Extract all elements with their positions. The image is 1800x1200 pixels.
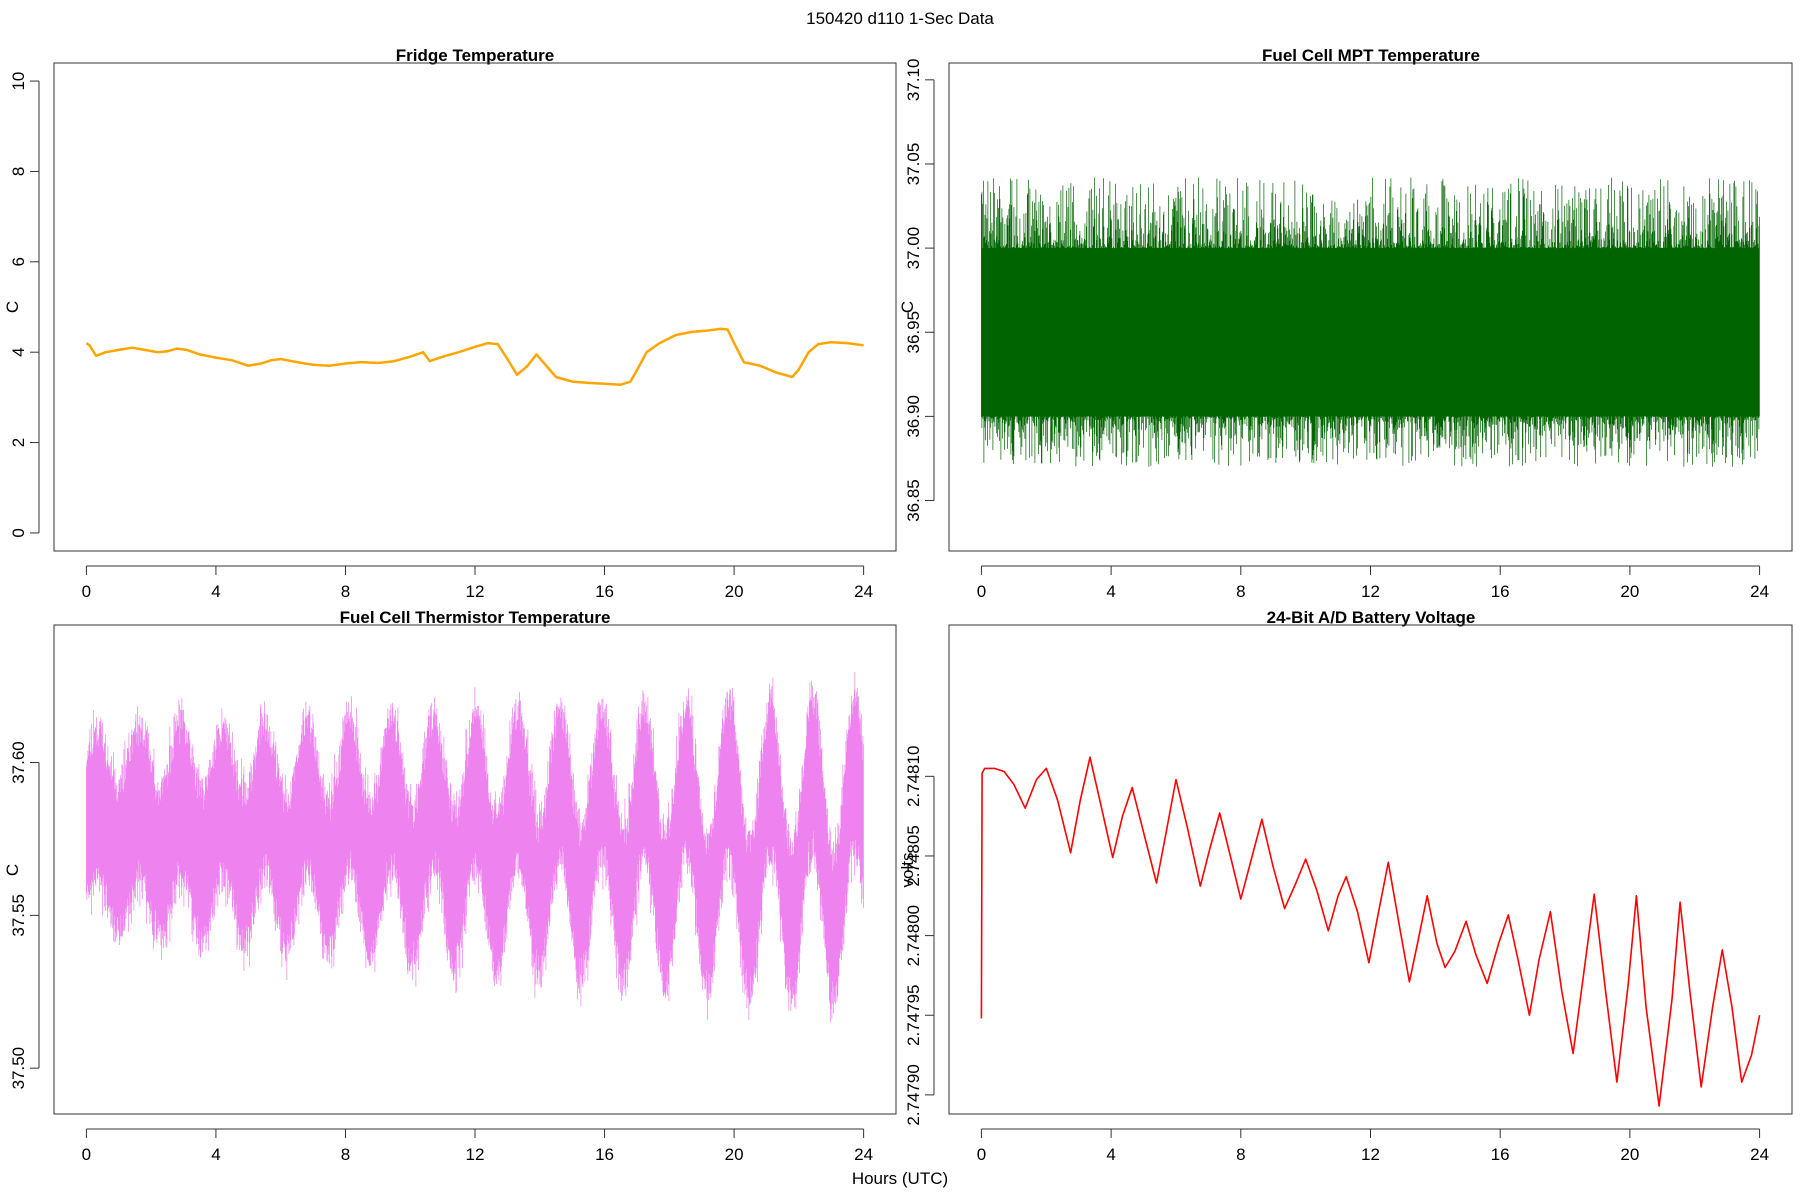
fridge-temperature-y-tick-label: 10 [9,72,28,91]
fuel-cell-thermistor-temperature-y-label: C [3,864,22,876]
battery-voltage-x-tick-label: 16 [1491,1145,1510,1164]
battery-voltage-x-tick-label: 4 [1106,1145,1115,1164]
fuel-cell-mpt-temperature-x-tick-label: 24 [1750,582,1769,601]
fridge-temperature-x-tick-label: 4 [211,582,220,601]
battery-voltage-y-label: volts [898,853,917,888]
fuel-cell-mpt-temperature-y-tick-label: 37.10 [904,59,923,102]
battery-voltage-y-tick-label: 2.74795 [904,985,923,1046]
fuel-cell-mpt-temperature-y-tick-label: 37.00 [904,227,923,270]
fuel-cell-thermistor-temperature-x-tick-label: 20 [725,1145,744,1164]
battery-voltage-y-tick-label: 2.74805 [904,825,923,886]
fridge-temperature-title: Fridge Temperature [396,46,554,65]
battery-voltage-panel: 24-Bit A/D Battery Voltage volts 0 4 8 12 16… [898,608,1793,1164]
figure-x-axis-label: Hours (UTC) [852,1169,948,1188]
fuel-cell-mpt-temperature-title: Fuel Cell MPT Temperature [1262,46,1480,65]
fridge-temperature-plot-frame [53,62,897,552]
battery-voltage-title: 24-Bit A/D Battery Voltage [1267,608,1476,627]
fuel-cell-thermistor-temperature-title: Fuel Cell Thermistor Temperature [340,608,611,627]
fuel-cell-thermistor-temperature-series-band [86,672,864,1023]
battery-voltage-x-tick-label: 8 [1236,1145,1245,1164]
fridge-temperature-x-tick-label: 20 [725,582,744,601]
fuel-cell-thermistor-temperature-x-tick-label: 16 [595,1145,614,1164]
fuel-cell-mpt-temperature-x-tick-label: 4 [1106,582,1115,601]
fridge-temperature-y-tick-label: 2 [9,438,28,447]
battery-voltage-y-tick-label: 2.74810 [904,746,923,807]
fuel-cell-mpt-temperature-marks: 0 4 8 12 16 20 24 36.85 36.90 36.95 37.00 37.05 37.1… [904,59,1793,601]
fuel-cell-thermistor-temperature-marks: 0 4 8 12 16 20 24 37.50 37.55 37.60 [9,624,897,1164]
figure-title: 150420 d110 1-Sec Data [806,9,994,28]
fuel-cell-thermistor-temperature-y-tick-label: 37.55 [9,894,28,937]
fuel-cell-thermistor-temperature-y-tick-label: 37.60 [9,741,28,784]
battery-voltage-x-tick-label: 12 [1361,1145,1380,1164]
battery-voltage-y-tick-label: 2.74800 [904,905,923,966]
fuel-cell-thermistor-temperature-x-tick-label: 12 [466,1145,485,1164]
fuel-cell-mpt-temperature-y-tick-label: 36.85 [904,479,923,522]
battery-voltage-marks: 0 4 8 12 16 20 24 2.74790 2.74795 2.74800 2.74805 2… [904,624,1793,1164]
fuel-cell-thermistor-temperature-x-tick-label: 4 [211,1145,220,1164]
fridge-temperature-x-tick-label: 8 [341,582,350,601]
battery-voltage-x-tick-label: 24 [1750,1145,1769,1164]
fuel-cell-mpt-temperature-x-tick-label: 16 [1491,582,1510,601]
fridge-temperature-y-label: C [3,301,22,313]
battery-voltage-series-line [980,756,1761,1107]
fuel-cell-mpt-temperature-y-tick-label: 36.95 [904,311,923,354]
fridge-temperature-x-tick-label: 0 [82,582,91,601]
fridge-temperature-series-line [85,327,864,386]
fuel-cell-mpt-temperature-x-tick-label: 0 [977,582,986,601]
fuel-cell-thermistor-temperature-x-tick-label: 0 [82,1145,91,1164]
fuel-cell-mpt-temperature-y-label: C [898,301,917,313]
fridge-temperature-x-tick-label: 24 [854,582,873,601]
fridge-temperature-x-tick-label: 12 [466,582,485,601]
battery-voltage-y-tick-label: 2.74790 [904,1064,923,1125]
fuel-cell-mpt-temperature-panel: Fuel Cell MPT Temperature C 0 4 8 12 16 20 24 3… [898,46,1793,601]
fuel-cell-mpt-temperature-plot-frame [948,62,1793,552]
fuel-cell-mpt-temperature-y-tick-label: 37.05 [904,143,923,186]
fuel-cell-mpt-temperature-x-tick-label: 20 [1620,582,1639,601]
fridge-temperature-y-tick-label: 0 [9,528,28,537]
battery-voltage-plot-frame [948,624,1793,1115]
fuel-cell-thermistor-temperature-panel: Fuel Cell Thermistor Temperature C 0 4 8 12… [3,608,897,1164]
fuel-cell-mpt-temperature-x-tick-label: 12 [1361,582,1380,601]
fridge-temperature-y-tick-label: 6 [9,257,28,266]
fuel-cell-mpt-temperature-y-tick-label: 36.90 [904,395,923,438]
fridge-temperature-y-tick-label: 8 [9,167,28,176]
fuel-cell-mpt-temperature-x-tick-label: 8 [1236,582,1245,601]
fuel-cell-mpt-temperature-series-band [981,177,1760,467]
fuel-cell-thermistor-temperature-x-tick-label: 24 [854,1145,873,1164]
fuel-cell-thermistor-temperature-x-tick-label: 8 [341,1145,350,1164]
fuel-cell-thermistor-temperature-y-tick-label: 37.50 [9,1047,28,1090]
fridge-temperature-x-tick-label: 16 [595,582,614,601]
fuel-cell-thermistor-temperature-plot-frame [53,624,897,1115]
fridge-temperature-y-tick-label: 4 [9,347,28,356]
battery-voltage-x-tick-label: 0 [977,1145,986,1164]
battery-voltage-x-tick-label: 20 [1620,1145,1639,1164]
